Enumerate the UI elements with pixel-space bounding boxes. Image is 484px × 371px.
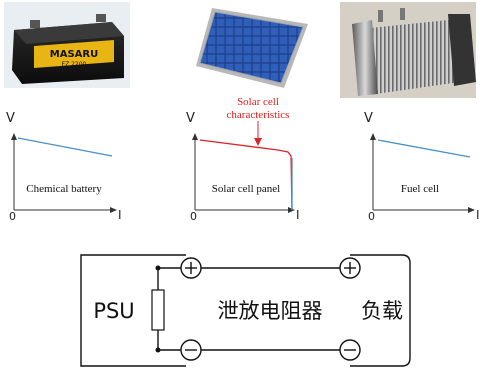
psu-label: PSU xyxy=(93,299,134,323)
solar-origin-label: 0 xyxy=(190,210,197,223)
fuel-x-axis-label: I xyxy=(476,208,480,222)
psu-enclosure xyxy=(80,254,186,367)
junction-dot-top xyxy=(155,265,161,271)
fuel-x-axis-arrow xyxy=(468,207,475,213)
solar-annotation-line1: Solar cell xyxy=(237,96,279,108)
chemical-origin-label: 0 xyxy=(9,210,16,223)
chemical-battery-graph: V 0 I Chemical battery xyxy=(6,111,122,223)
solar-caption: Solar cell panel xyxy=(212,183,280,195)
chemical-x-axis-label: I xyxy=(118,208,122,222)
solar-panel-photo xyxy=(186,2,314,94)
battery-brand-text: MASARU xyxy=(50,49,98,60)
solar-iv-curve xyxy=(199,139,293,211)
load-label: 负载 xyxy=(361,299,403,323)
chemical-y-axis-label: V xyxy=(6,111,15,126)
fuel-curve xyxy=(377,139,471,158)
solar-x-axis-label: I xyxy=(296,208,300,222)
chemical-x-axis-arrow xyxy=(110,207,117,213)
solar-annotation-line2: characteristics xyxy=(227,109,290,121)
resistor-symbol xyxy=(151,289,165,331)
fuel-cell-graph: V 0 I Fuel cell xyxy=(364,111,480,223)
solar-panel-graph: V 0 I Solar cell characteristics Solar c… xyxy=(186,96,300,223)
battery-model-text: FZ 2200 xyxy=(62,61,87,68)
fuel-origin-label: 0 xyxy=(368,210,375,223)
fuel-y-axis-arrow xyxy=(370,133,376,140)
solar-annotation-arrow-head xyxy=(254,138,262,146)
bleeder-resistor-label: 泄放电阻器 xyxy=(218,299,323,323)
solar-y-axis-label: V xyxy=(186,111,195,126)
fuel-y-axis-label: V xyxy=(364,111,373,126)
fuel-caption: Fuel cell xyxy=(401,183,439,195)
fuel-cell-photo xyxy=(340,2,476,98)
solar-y-axis-arrow xyxy=(192,133,198,140)
car-battery-photo: MASARU FZ 2200 xyxy=(4,2,130,88)
chemical-curve xyxy=(17,137,113,157)
chemical-y-axis-arrow xyxy=(11,133,17,140)
load-enclosure xyxy=(350,254,411,367)
junction-dot-bottom xyxy=(155,347,161,353)
chemical-caption: Chemical battery xyxy=(26,183,102,195)
